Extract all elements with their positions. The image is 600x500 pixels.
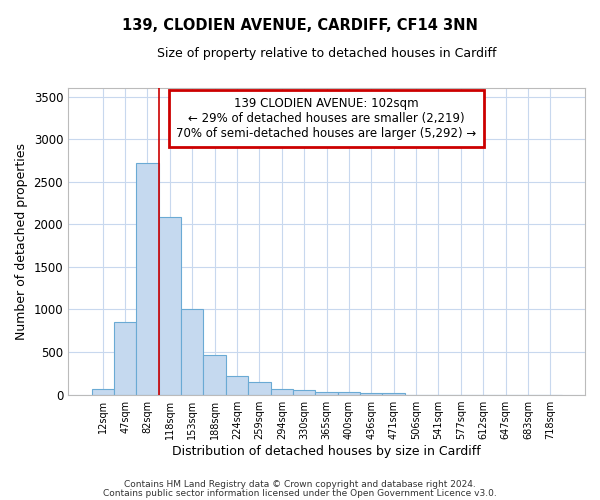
Bar (158, 218, 181, 394)
Bar (316, 392, 338, 394)
Text: Contains public sector information licensed under the Open Government Licence v3: Contains public sector information licen… (103, 488, 497, 498)
Bar (360, 393, 382, 394)
Text: 139 CLODIEN AVENUE: 102sqm
← 29% of detached houses are smaller (2,219)
70% of s: 139 CLODIEN AVENUE: 102sqm ← 29% of deta… (176, 98, 476, 140)
Bar (271, 388, 293, 394)
Text: Contains HM Land Registry data © Crown copyright and database right 2024.: Contains HM Land Registry data © Crown c… (124, 480, 476, 489)
Bar (114, 322, 136, 394)
Bar (293, 390, 316, 394)
Bar (226, 376, 248, 394)
Bar (338, 392, 360, 394)
Bar (203, 356, 226, 395)
Title: Size of property relative to detached houses in Cardiff: Size of property relative to detached ho… (157, 48, 496, 60)
Bar (136, 163, 158, 394)
X-axis label: Distribution of detached houses by size in Cardiff: Distribution of detached houses by size … (172, 444, 481, 458)
Y-axis label: Number of detached properties: Number of detached properties (15, 143, 28, 340)
Bar (92, 390, 114, 394)
Bar (248, 382, 271, 394)
Text: 139, CLODIEN AVENUE, CARDIFF, CF14 3NN: 139, CLODIEN AVENUE, CARDIFF, CF14 3NN (122, 18, 478, 32)
Bar (181, 308, 203, 394)
